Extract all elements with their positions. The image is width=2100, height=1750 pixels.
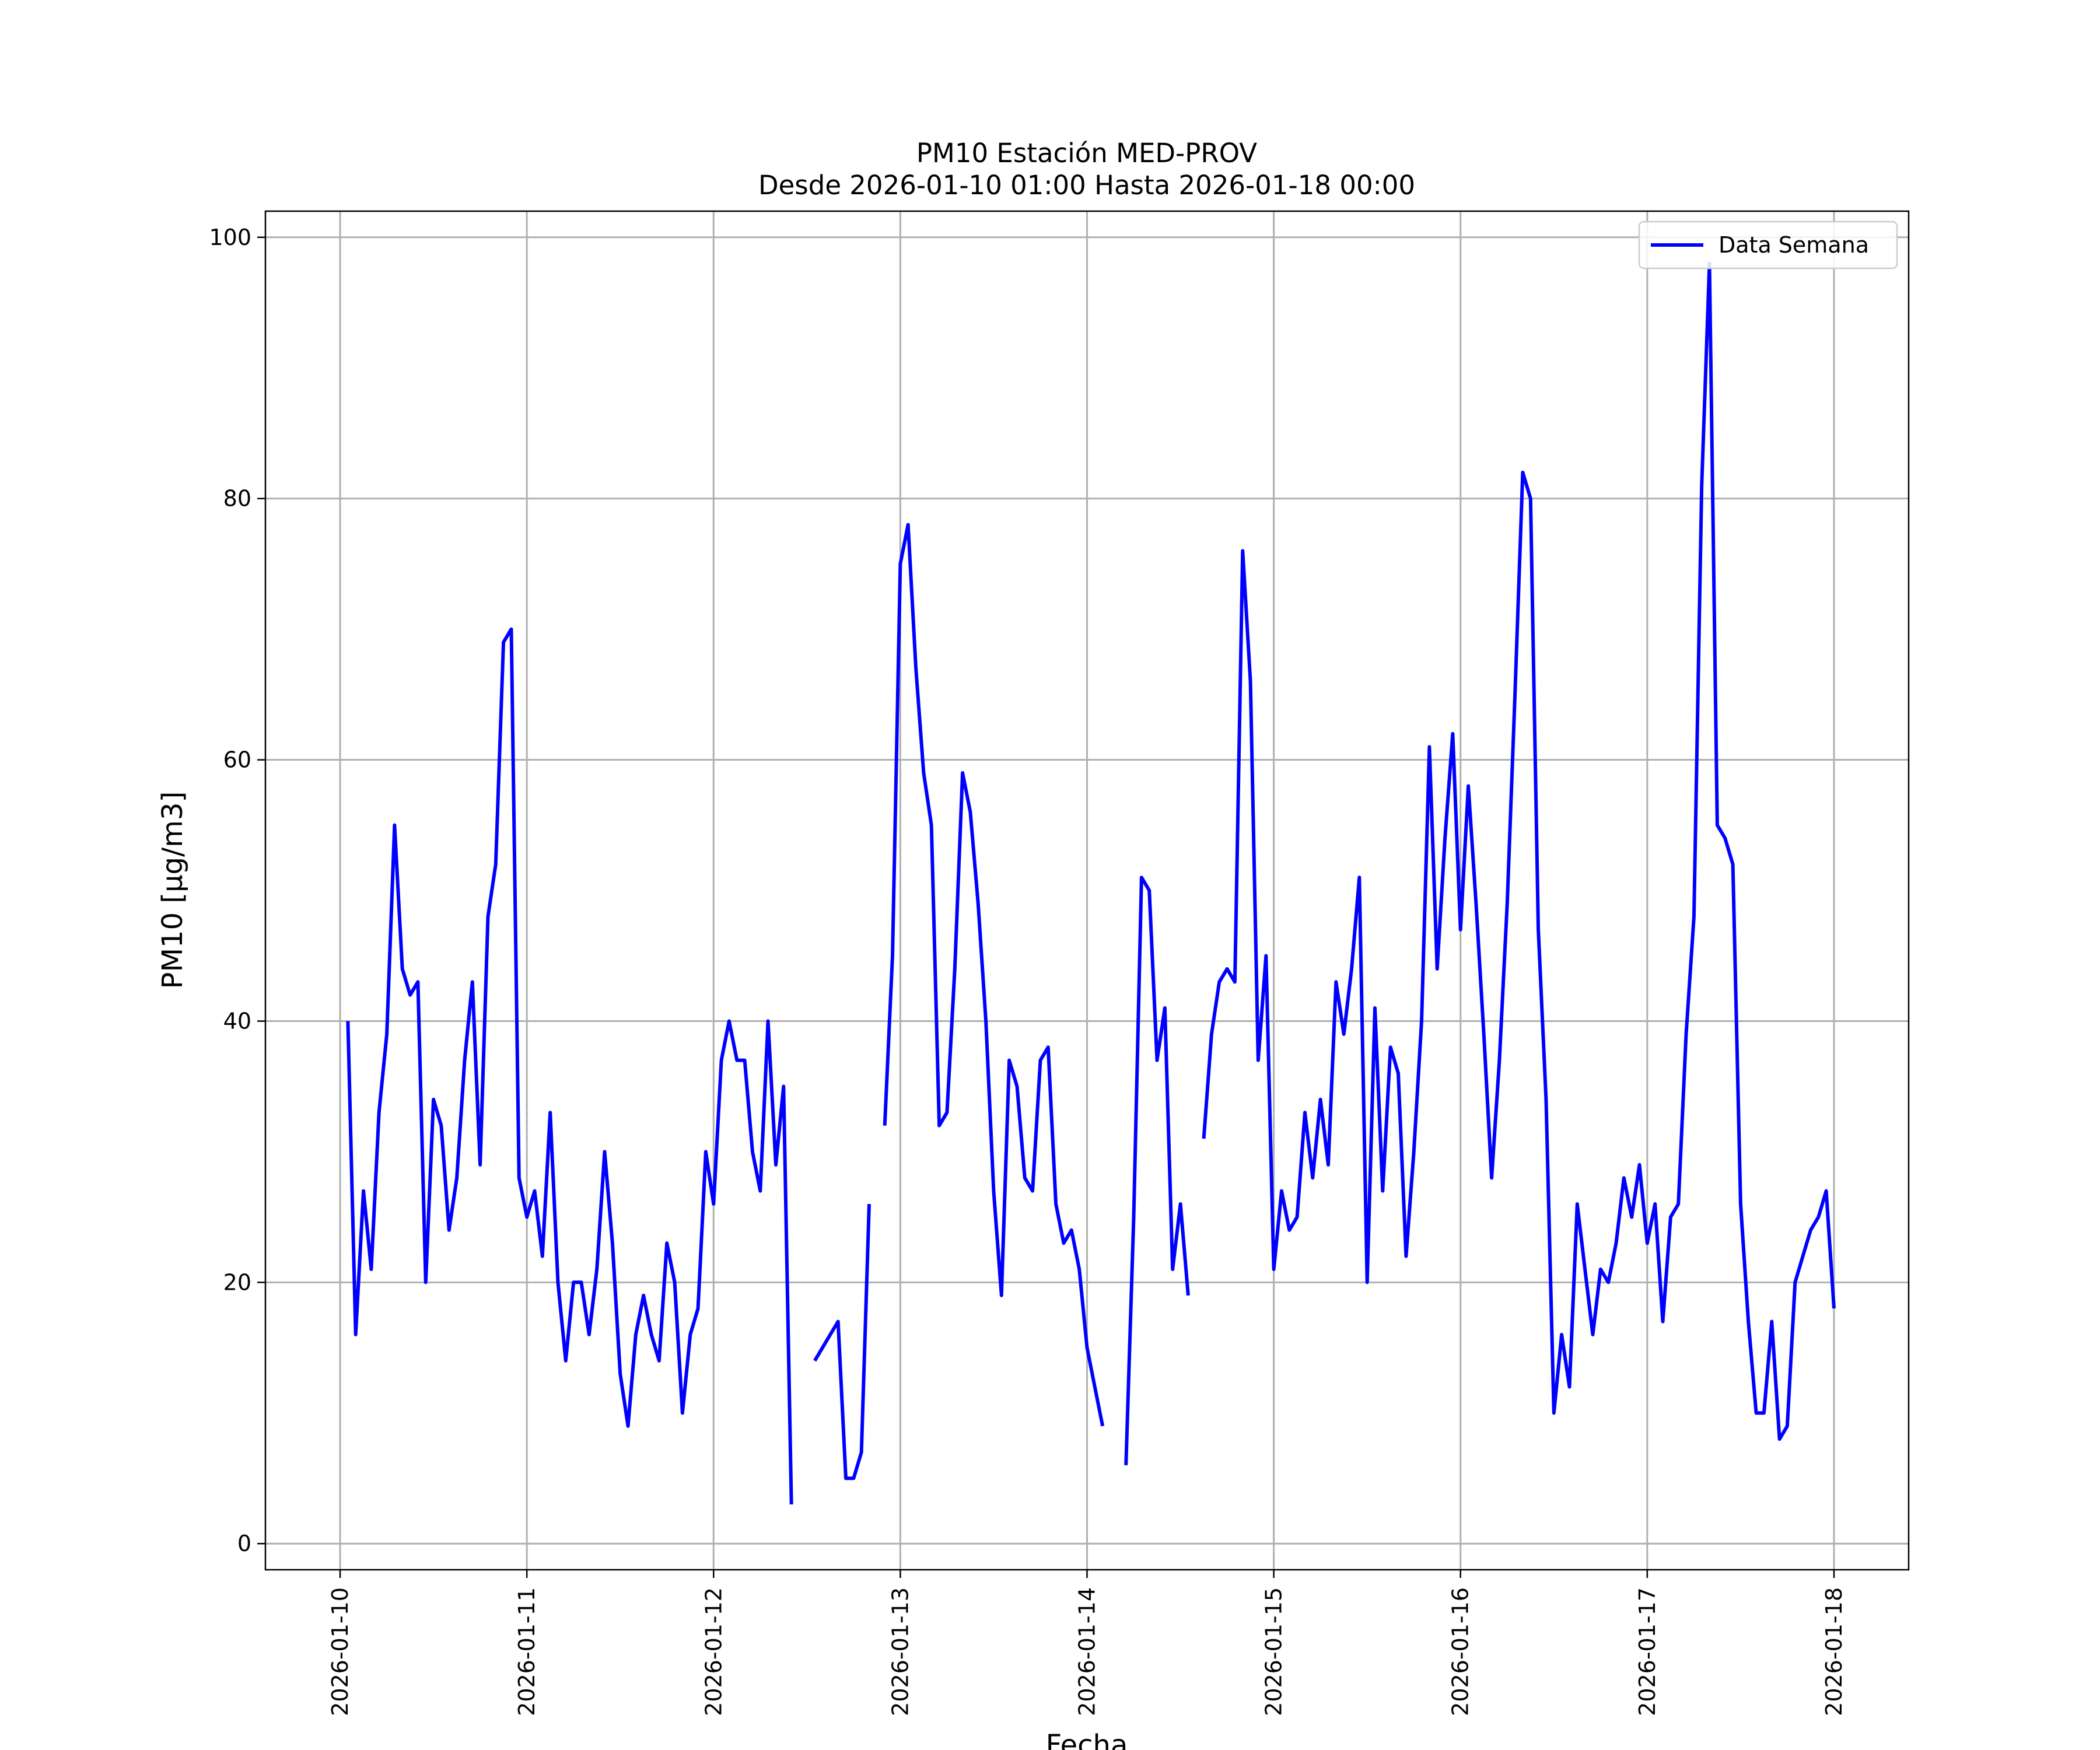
x-tick-label: 2026-01-11: [514, 1587, 540, 1716]
y-tick-label: 40: [223, 1008, 251, 1034]
x-tick-label: 2026-01-12: [701, 1587, 726, 1716]
y-tick-label: 20: [223, 1269, 251, 1295]
chart-title: PM10 Estación MED-PROV: [916, 138, 1257, 169]
x-tick-label: 2026-01-15: [1261, 1587, 1287, 1716]
series-line-segment: [1202, 261, 1836, 1441]
y-axis-label: PM10 [μg/m3]: [156, 792, 189, 989]
series-line-segment: [1124, 876, 1190, 1465]
x-tick-label: 2026-01-13: [887, 1587, 913, 1716]
legend-box: [1638, 220, 1898, 270]
x-tick-label: 2026-01-18: [1821, 1587, 1847, 1716]
x-axis-label: Fecha: [1046, 1729, 1128, 1750]
y-tick-label: 60: [223, 747, 251, 773]
y-tick-label: 80: [223, 486, 251, 512]
x-tick-label: 2026-01-14: [1074, 1587, 1100, 1716]
series-line-segment: [346, 627, 793, 1505]
plot-area-frame: [264, 210, 1910, 1571]
grid-lines: [265, 211, 1909, 1570]
y-tick-label: 0: [237, 1531, 251, 1556]
legend: Data Semana: [1638, 220, 1898, 270]
series-lines: [346, 261, 1836, 1505]
x-tick-label: 2026-01-17: [1634, 1587, 1660, 1716]
x-tick-label: 2026-01-16: [1448, 1587, 1474, 1716]
axis-ticks: 2026-01-10 2026-01-11 2026-01-12 2026-01-13…: [209, 225, 1846, 1716]
chart-subtitle: Desde 2026-01-10 01:00 Hasta 2026-01-18 …: [758, 170, 1415, 201]
legend-label: Data Semana: [1718, 232, 1869, 258]
x-tick-label: 2026-01-10: [327, 1587, 353, 1716]
y-tick-label: 100: [209, 225, 251, 250]
series-line-segment: [813, 1203, 871, 1480]
series-line-segment: [883, 523, 1105, 1427]
